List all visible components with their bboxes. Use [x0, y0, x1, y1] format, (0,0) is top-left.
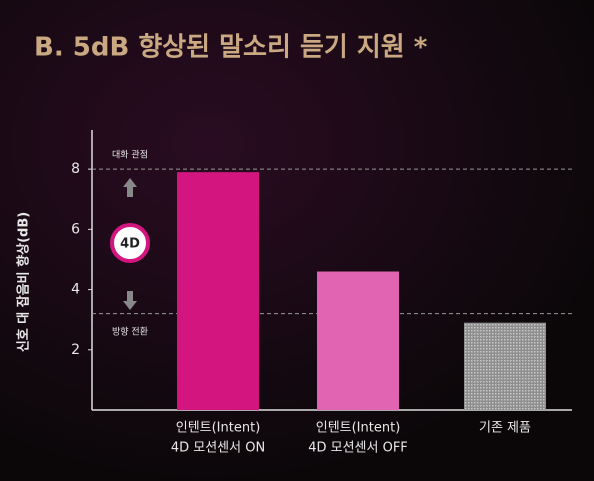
- y-tick-label: 6: [71, 221, 80, 237]
- bar: [177, 172, 259, 410]
- annotation-widget: 대화 관점 4D 방향 전환: [110, 149, 150, 338]
- x-tick-label: 인텐트(Intent): [316, 421, 401, 436]
- x-tick-label: 인텐트(Intent): [176, 421, 261, 436]
- y-tick-label: 4: [71, 282, 80, 298]
- x-tick-label: 기존 제품: [479, 421, 531, 436]
- chart-title: B. 5dB 향상된 말소리 듣기 지원 *: [34, 33, 428, 63]
- bar: [464, 322, 546, 410]
- annotation: 4D: [120, 237, 140, 252]
- bar: [317, 271, 399, 410]
- arrow-up: [123, 178, 137, 197]
- y-tick-label: 8: [71, 161, 80, 177]
- arrow-down: [123, 291, 137, 310]
- y-axis-label: 신호 대 잡음비 향상(dB): [16, 212, 32, 352]
- annotation: 방향 전환: [112, 326, 148, 338]
- x-tick-label: 4D 모션센서 OFF: [308, 441, 408, 456]
- x-tick-label: 4D 모션센서 ON: [171, 441, 265, 456]
- icon-circle: [110, 223, 150, 263]
- annotation: 대화 관점: [112, 149, 148, 161]
- y-tick-label: 2: [71, 342, 80, 358]
